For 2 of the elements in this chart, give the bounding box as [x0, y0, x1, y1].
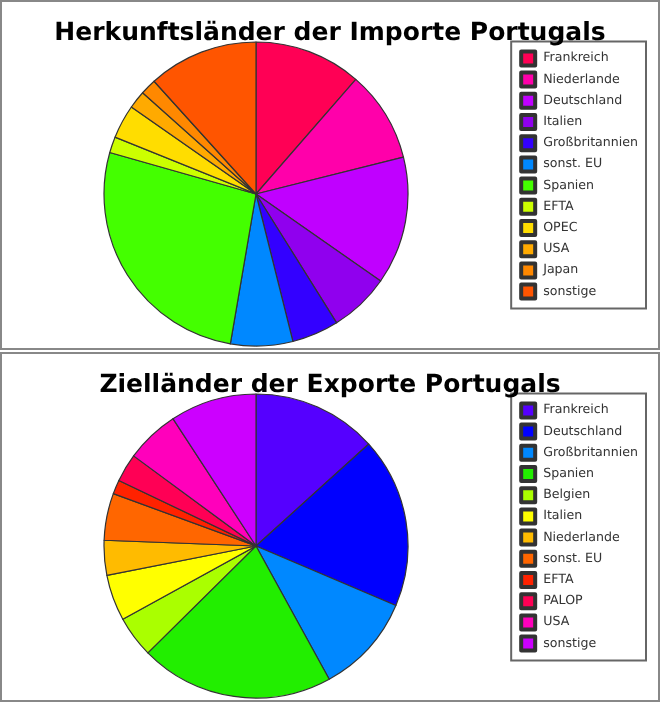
chart-title: Herkunftsländer der Importe Portugals — [54, 16, 606, 46]
chart-title: Zielländer der Exporte Portugals — [99, 368, 561, 398]
